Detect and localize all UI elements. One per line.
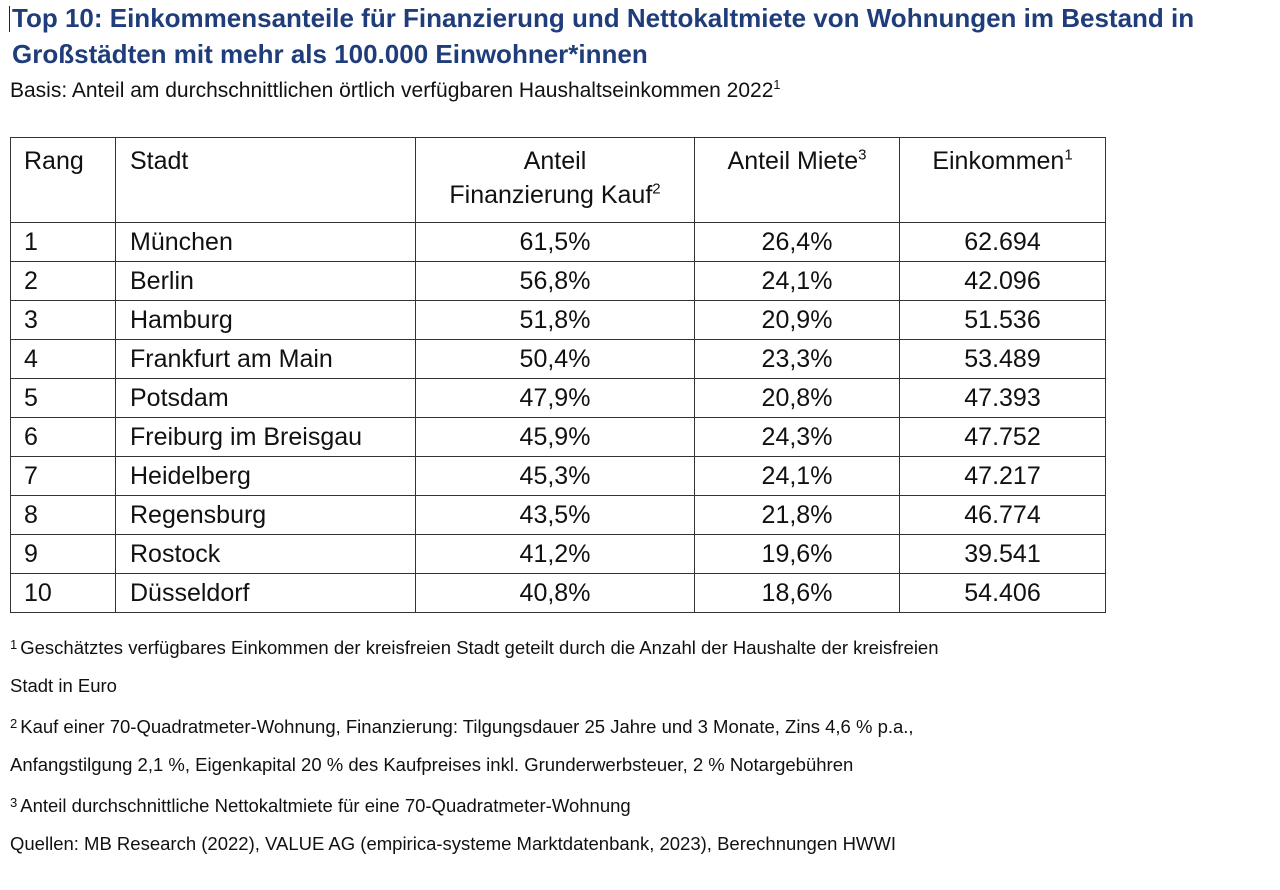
header-rent-label: Anteil Miete [727, 147, 859, 175]
cell-rent: 20,9% [694, 300, 900, 340]
cell-income: 47.393 [899, 378, 1106, 418]
footnote-1-line1: Geschätztes verfügbares Einkommen der kr… [20, 637, 939, 658]
cell-city: Rostock [115, 534, 416, 574]
cell-financing: 61,5% [415, 222, 695, 262]
header-rank: Rang [10, 137, 116, 223]
header-city: Stadt [115, 137, 416, 223]
cell-city: Freiburg im Breisgau [115, 417, 416, 457]
table-row: 7 Heidelberg 45,3% 24,1% 47.217 [10, 456, 1106, 496]
table-row: 5 Potsdam 47,9% 20,8% 47.393 [10, 378, 1106, 418]
cell-city: Potsdam [115, 378, 416, 418]
cell-city: Heidelberg [115, 456, 416, 496]
cell-income: 46.774 [899, 495, 1106, 535]
table-row: 2 Berlin 56,8% 24,1% 42.096 [10, 261, 1106, 301]
cell-rent: 24,3% [694, 417, 900, 457]
table-row: 9 Rostock 41,2% 19,6% 39.541 [10, 534, 1106, 574]
cell-rank: 1 [10, 222, 116, 262]
cell-rent: 19,6% [694, 534, 900, 574]
cell-rent: 18,6% [694, 573, 900, 613]
cell-rent: 23,3% [694, 339, 900, 379]
header-financing: Anteil Finanzierung Kauf2 [415, 137, 695, 223]
header-financing-line2: Finanzierung Kauf [449, 181, 653, 209]
cell-rent: 21,8% [694, 495, 900, 535]
cell-city: Regensburg [115, 495, 416, 535]
table-row: 3 Hamburg 51,8% 20,9% 51.536 [10, 300, 1106, 340]
sources: Quellen: MB Research (2022), VALUE AG (e… [10, 833, 896, 854]
cell-rank: 3 [10, 300, 116, 340]
cell-financing: 56,8% [415, 261, 695, 301]
footnote-1: 1 Geschätztes verfügbares Einkommen der k… [10, 626, 1250, 667]
table-row: 1 München 61,5% 26,4% 62.694 [10, 222, 1106, 262]
footnote-2-continuation: Anfangstilgung 2,1 %, Eigenkapital 20 % … [10, 754, 854, 775]
cell-city: Berlin [115, 261, 416, 301]
cell-rent: 26,4% [694, 222, 900, 262]
footnote-3-marker: 3 [10, 795, 18, 810]
page-title: Top 10: Einkommensanteile für Finanzieru… [12, 3, 1195, 69]
cell-income: 39.541 [899, 534, 1106, 574]
cell-income: 42.096 [899, 261, 1106, 301]
header-income-footnote-ref: 1 [1064, 146, 1073, 164]
cell-city: Düsseldorf [115, 573, 416, 613]
cell-city: Frankfurt am Main [115, 339, 416, 379]
cell-city: Hamburg [115, 300, 416, 340]
cell-city: München [115, 222, 416, 262]
cell-rent: 24,1% [694, 261, 900, 301]
cell-rank: 6 [10, 417, 116, 457]
cell-rank: 8 [10, 495, 116, 535]
footnotes: 1 Geschätztes verfügbares Einkommen der k… [10, 626, 1250, 863]
cell-income: 53.489 [899, 339, 1106, 379]
table-row: 8 Regensburg 43,5% 21,8% 46.774 [10, 495, 1106, 535]
header-rent-footnote-ref: 3 [858, 146, 867, 164]
cell-financing: 41,2% [415, 534, 695, 574]
cell-rank: 5 [10, 378, 116, 418]
cell-rank: 10 [10, 573, 116, 613]
subtitle-text: Basis: Anteil am durchschnittlichen örtl… [10, 79, 774, 102]
header-income: Einkommen1 [899, 137, 1106, 223]
cell-financing: 47,9% [415, 378, 695, 418]
cell-rank: 2 [10, 261, 116, 301]
cell-financing: 45,3% [415, 456, 695, 496]
cell-financing: 43,5% [415, 495, 695, 535]
cell-rank: 7 [10, 456, 116, 496]
cell-income: 47.752 [899, 417, 1106, 457]
cell-income: 51.536 [899, 300, 1106, 340]
cell-financing: 51,8% [415, 300, 695, 340]
footnote-3: 3 Anteil durchschnittliche Nettokaltmiete… [10, 784, 1250, 825]
table-row: 10 Düsseldorf 40,8% 18,6% 54.406 [10, 573, 1106, 613]
table-row: 6 Freiburg im Breisgau 45,9% 24,3% 47.75… [10, 417, 1106, 457]
cell-rank: 4 [10, 339, 116, 379]
table-body: 1 München 61,5% 26,4% 62.694 2 Berlin 56… [10, 222, 1106, 613]
footnote-2: 2 Kauf einer 70-Quadratmeter-Wohnung, Fin… [10, 705, 1250, 746]
footnote-2-marker: 2 [10, 716, 18, 731]
ranking-table: Rang Stadt Anteil Finanzierung Kauf2 Ant… [10, 137, 1106, 613]
cell-rent: 20,8% [694, 378, 900, 418]
cell-financing: 40,8% [415, 573, 695, 613]
cell-income: 47.217 [899, 456, 1106, 496]
subtitle-footnote-ref: 1 [773, 78, 781, 92]
subtitle: Basis: Anteil am durchschnittlichen örtl… [10, 77, 780, 105]
cell-income: 54.406 [899, 573, 1106, 613]
cell-rank: 9 [10, 534, 116, 574]
header-rent: Anteil Miete3 [694, 137, 900, 223]
footnote-1-continuation: Stadt in Euro [10, 675, 117, 696]
cell-financing: 45,9% [415, 417, 695, 457]
text-cursor [9, 6, 10, 32]
table-row: 4 Frankfurt am Main 50,4% 23,3% 53.489 [10, 339, 1106, 379]
cell-income: 62.694 [899, 222, 1106, 262]
cell-rent: 24,1% [694, 456, 900, 496]
header-financing-line1: Anteil [523, 147, 587, 175]
header-financing-footnote-ref: 2 [652, 180, 661, 198]
cell-financing: 50,4% [415, 339, 695, 379]
table-header-row: Rang Stadt Anteil Finanzierung Kauf2 Ant… [10, 137, 1106, 223]
footnote-1-marker: 1 [10, 637, 18, 652]
header-income-label: Einkommen [932, 147, 1065, 175]
footnote-3-line1: Anteil durchschnittliche Nettokaltmiete … [20, 795, 631, 816]
footnote-2-line1: Kauf einer 70-Quadratmeter-Wohnung, Fina… [20, 716, 914, 737]
